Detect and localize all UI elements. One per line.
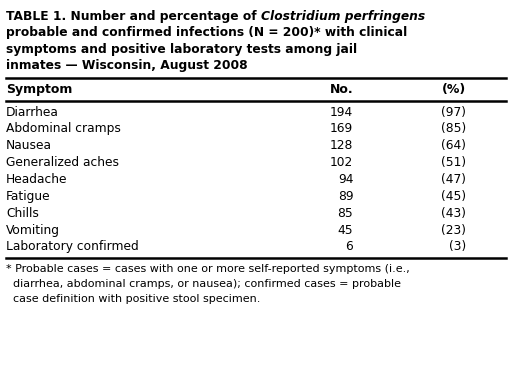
Text: diarrhea, abdominal cramps, or nausea); confirmed cases = probable: diarrhea, abdominal cramps, or nausea); … xyxy=(6,279,401,289)
Text: 102: 102 xyxy=(330,156,353,169)
Text: 169: 169 xyxy=(330,122,353,135)
Text: Diarrhea: Diarrhea xyxy=(6,106,59,119)
Text: Vomiting: Vomiting xyxy=(6,223,60,237)
Text: symptoms and positive laboratory tests among jail: symptoms and positive laboratory tests a… xyxy=(6,43,357,56)
Text: No.: No. xyxy=(330,83,353,96)
Text: Symptom: Symptom xyxy=(6,83,73,96)
Text: (3): (3) xyxy=(449,241,466,253)
Text: (97): (97) xyxy=(441,106,466,119)
Text: Abdominal cramps: Abdominal cramps xyxy=(6,122,121,135)
Text: case definition with positive stool specimen.: case definition with positive stool spec… xyxy=(6,294,261,304)
Text: 45: 45 xyxy=(337,223,353,237)
Text: Laboratory confirmed: Laboratory confirmed xyxy=(6,241,139,253)
Text: * Probable cases = cases with one or more self-reported symptoms (i.e.,: * Probable cases = cases with one or mor… xyxy=(6,264,410,274)
Text: inmates — Wisconsin, August 2008: inmates — Wisconsin, August 2008 xyxy=(6,59,248,72)
Text: (43): (43) xyxy=(441,207,466,220)
Text: Headache: Headache xyxy=(6,173,68,186)
Text: Clostridium perfringens: Clostridium perfringens xyxy=(261,10,425,23)
Text: 89: 89 xyxy=(337,190,353,203)
Text: Generalized aches: Generalized aches xyxy=(6,156,119,169)
Text: (23): (23) xyxy=(441,223,466,237)
Text: probable and confirmed infections (N = 200)* with clinical: probable and confirmed infections (N = 2… xyxy=(6,26,408,39)
Text: (45): (45) xyxy=(441,190,466,203)
Text: (85): (85) xyxy=(441,122,466,135)
Text: 194: 194 xyxy=(330,106,353,119)
Text: 128: 128 xyxy=(330,139,353,152)
Text: Nausea: Nausea xyxy=(6,139,52,152)
Text: Fatigue: Fatigue xyxy=(6,190,51,203)
Text: Chills: Chills xyxy=(6,207,39,220)
Text: TABLE 1. Number and percentage of: TABLE 1. Number and percentage of xyxy=(6,10,261,23)
Text: (51): (51) xyxy=(441,156,466,169)
Text: 6: 6 xyxy=(346,241,353,253)
Text: 85: 85 xyxy=(337,207,353,220)
Text: (%): (%) xyxy=(442,83,466,96)
Text: 94: 94 xyxy=(338,173,353,186)
Text: (47): (47) xyxy=(441,173,466,186)
Text: (64): (64) xyxy=(441,139,466,152)
